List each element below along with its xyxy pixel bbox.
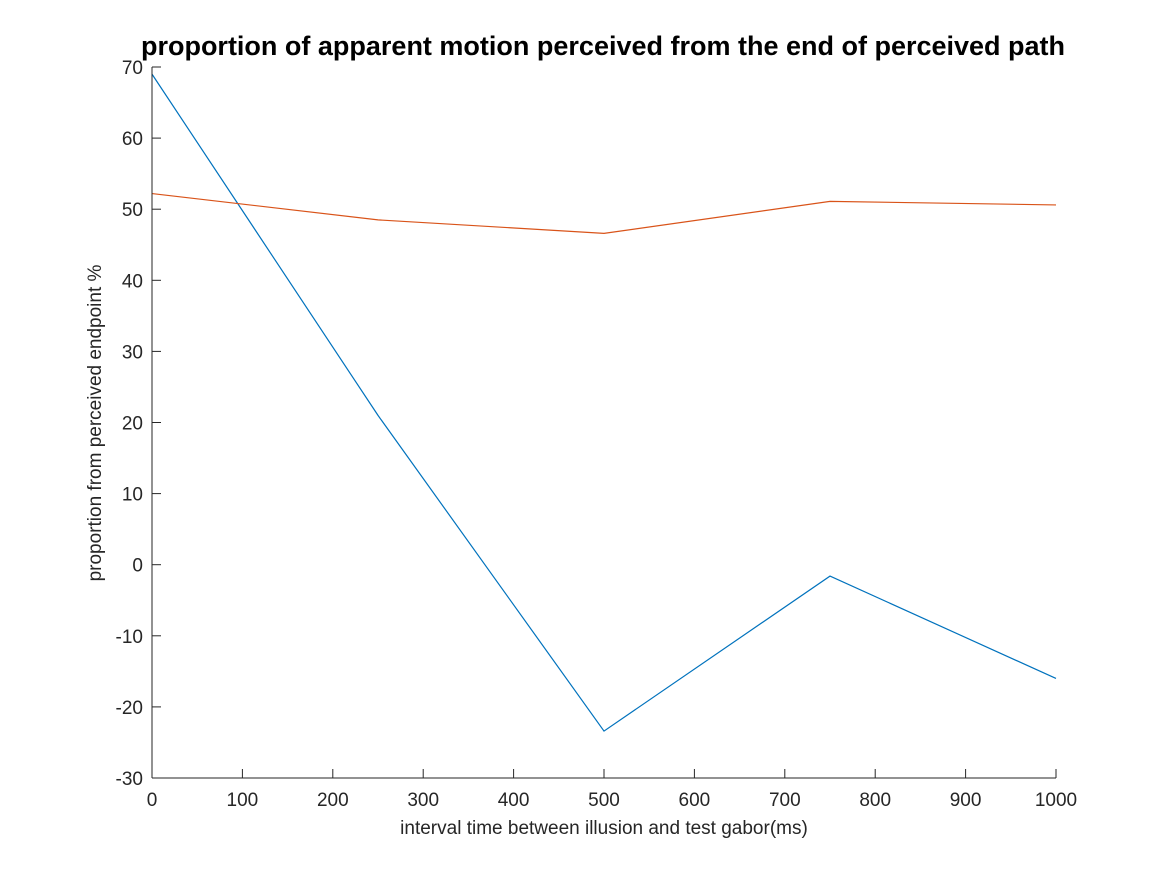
y-tick-label: -10 (116, 627, 143, 648)
y-tick-label: -30 (116, 769, 143, 790)
y-tick-label: 30 (122, 342, 143, 363)
axes-background (152, 67, 1056, 778)
x-tick-label: 200 (317, 790, 349, 811)
chart-title: proportion of apparent motion perceived … (141, 31, 1065, 61)
y-tick-label: 10 (122, 485, 143, 506)
x-ticks: 0 100 200 300 400 500 600 700 800 900 1000 (147, 769, 1077, 811)
y-axis-label: proportion from perceived endpoint % (85, 264, 106, 581)
x-tick-label: 700 (769, 790, 801, 811)
x-tick-label: 900 (950, 790, 982, 811)
x-tick-label: 0 (147, 790, 158, 811)
y-tick-label: 0 (132, 556, 143, 577)
x-tick-label: 800 (859, 790, 891, 811)
y-tick-label: 20 (122, 414, 143, 435)
x-tick-label: 600 (679, 790, 711, 811)
y-tick-label: -20 (116, 698, 143, 719)
x-axis-label: interval time between illusion and test … (400, 818, 808, 839)
y-tick-label: 50 (122, 200, 143, 221)
plot-area: 0 100 200 300 400 500 600 700 800 900 1000 -30-20-… (116, 58, 1078, 811)
x-tick-label: 100 (227, 790, 259, 811)
y-tick-label: 70 (122, 58, 143, 79)
y-ticks: -30 -20 -10 0 10 20 30 40 50 60 70 (116, 58, 161, 790)
y-tick-label: 60 (122, 129, 143, 150)
x-tick-label: 1000 (1035, 790, 1077, 811)
x-tick-label: 300 (407, 790, 439, 811)
x-tick-label: 500 (588, 790, 620, 811)
y-tick-label: 40 (122, 271, 143, 292)
x-tick-label: 400 (498, 790, 530, 811)
